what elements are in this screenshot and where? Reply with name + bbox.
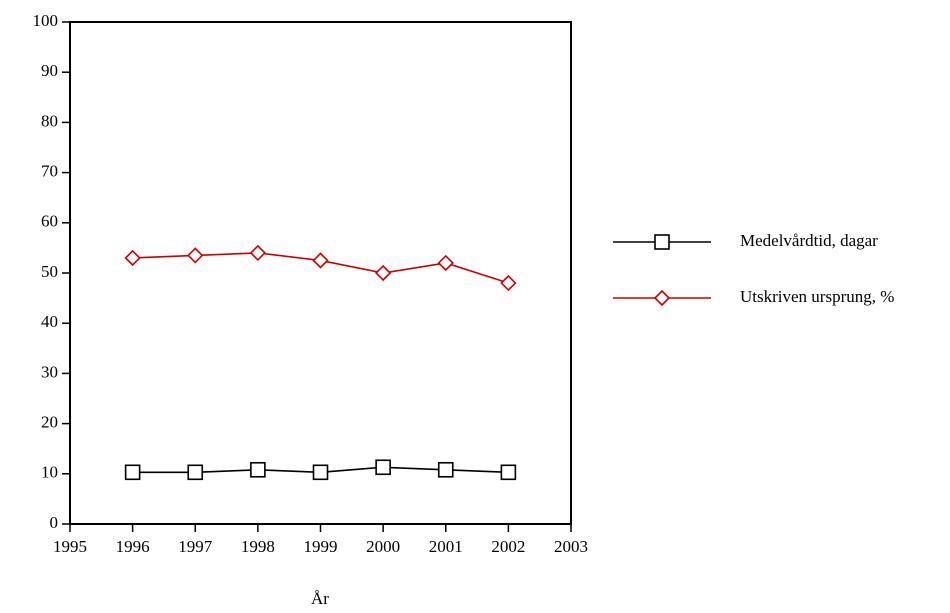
marker <box>312 464 329 481</box>
y-tick-label: 30 <box>41 362 58 381</box>
marker <box>500 464 517 481</box>
marker <box>437 461 454 478</box>
legend-label: Utskriven ursprung, % <box>740 287 894 306</box>
legend-label: Medelvårdtid, dagar <box>740 231 878 250</box>
y-tick-label: 20 <box>41 413 58 432</box>
y-tick-label: 80 <box>41 111 58 130</box>
y-tick-label: 70 <box>41 162 58 181</box>
marker <box>124 464 141 481</box>
marker <box>249 244 267 262</box>
marker <box>500 274 517 292</box>
x-tick-label: 2003 <box>554 537 588 556</box>
y-tick-label: 90 <box>41 61 58 80</box>
marker <box>437 254 454 272</box>
y-tick-label: 60 <box>41 212 58 231</box>
x-tick-label: 1999 <box>304 537 338 556</box>
plot-frame <box>69 21 572 525</box>
marker <box>374 264 392 282</box>
marker <box>187 247 204 264</box>
legend-marker <box>653 289 671 307</box>
x-axis-label: År <box>311 589 329 608</box>
marker <box>187 464 204 481</box>
x-tick-label: 2000 <box>366 537 400 556</box>
x-tick-label: 1998 <box>241 537 275 556</box>
y-tick-label: 50 <box>41 262 58 281</box>
y-tick-label: 100 <box>33 11 59 30</box>
x-tick-label: 1995 <box>53 537 87 556</box>
y-tick-label: 0 <box>50 513 59 532</box>
x-tick-label: 1997 <box>178 537 213 556</box>
x-tick-label: 1996 <box>116 537 150 556</box>
y-tick-label: 10 <box>41 463 58 482</box>
legend-marker <box>654 234 670 250</box>
marker <box>312 252 329 269</box>
marker <box>250 461 266 478</box>
marker <box>375 459 391 476</box>
marker <box>124 249 141 267</box>
x-tick-label: 2002 <box>491 537 525 556</box>
x-tick-label: 2001 <box>429 537 463 556</box>
y-tick-label: 40 <box>41 312 58 331</box>
